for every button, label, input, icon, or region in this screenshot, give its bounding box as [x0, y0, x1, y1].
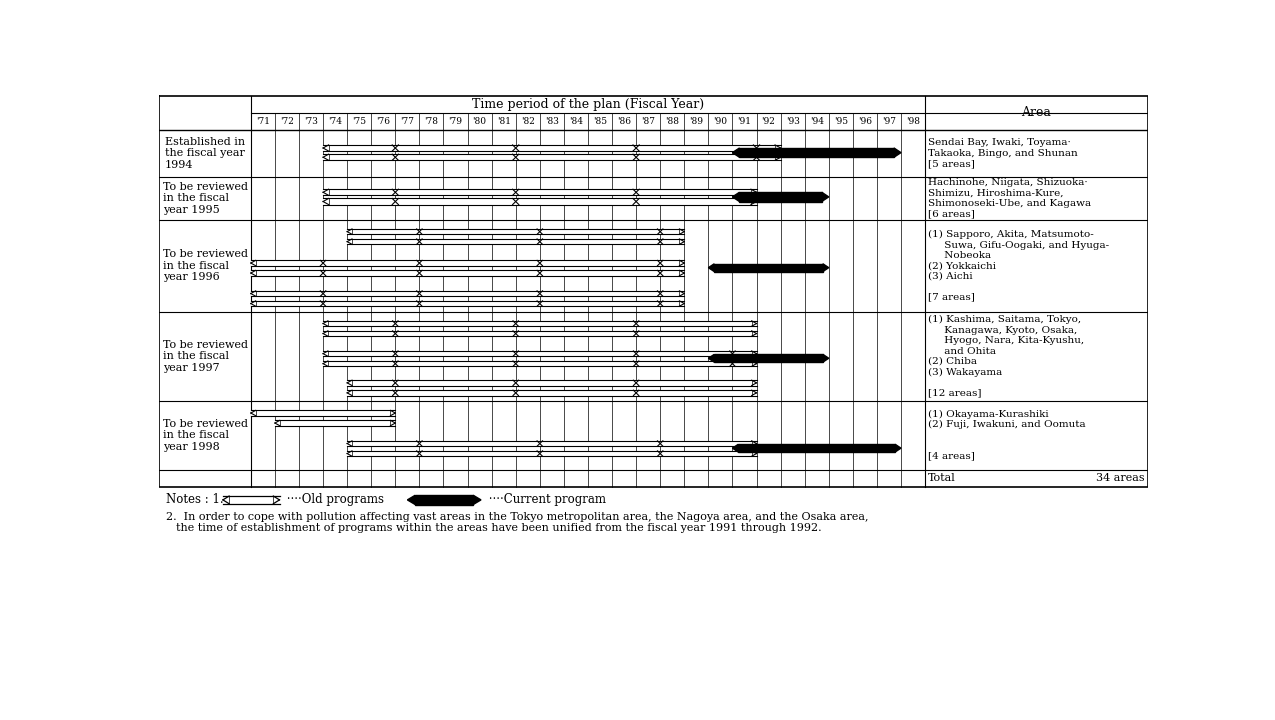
- Text: '88: '88: [666, 117, 680, 125]
- Bar: [323, 330, 756, 336]
- Bar: [275, 420, 395, 426]
- Text: '98: '98: [907, 117, 921, 125]
- Bar: [251, 270, 685, 276]
- Polygon shape: [732, 444, 738, 452]
- Text: Notes : 1.: Notes : 1.: [166, 493, 223, 506]
- Text: '85: '85: [593, 117, 607, 125]
- Text: ····Old programs: ····Old programs: [283, 493, 384, 506]
- Polygon shape: [822, 354, 829, 362]
- Bar: [251, 291, 685, 296]
- Text: '76: '76: [376, 117, 390, 125]
- Bar: [347, 239, 685, 244]
- Text: '77: '77: [400, 117, 414, 125]
- Bar: [740, 148, 894, 157]
- Bar: [323, 361, 756, 366]
- Text: '86: '86: [617, 117, 631, 125]
- Polygon shape: [709, 264, 714, 271]
- Text: '94: '94: [810, 117, 824, 125]
- Polygon shape: [473, 495, 481, 505]
- Bar: [323, 145, 780, 151]
- Text: 2.  In order to cope with pollution affecting vast areas in the Tokyo metropolit: 2. In order to cope with pollution affec…: [166, 512, 868, 522]
- Text: '83: '83: [544, 117, 558, 125]
- Text: (1) Sapporo, Akita, Matsumoto-
     Suwa, Gifu-Oogaki, and Hyuga-
     Nobeoka
(: (1) Sapporo, Akita, Matsumoto- Suwa, Gif…: [928, 230, 1109, 302]
- Text: Hachinohe, Niigata, Shizuoka·
Shimizu, Hiroshima-Kure,
Shimonoseki-Ube, and Kaga: Hachinohe, Niigata, Shizuoka· Shimizu, H…: [928, 179, 1091, 219]
- Text: Area: Area: [1021, 106, 1051, 119]
- Bar: [251, 410, 395, 415]
- Bar: [347, 451, 756, 456]
- Polygon shape: [822, 264, 829, 271]
- Polygon shape: [709, 354, 714, 362]
- Text: '71: '71: [256, 117, 270, 125]
- Text: To be reviewed
in the fiscal
year 1996: To be reviewed in the fiscal year 1996: [163, 249, 247, 282]
- Polygon shape: [895, 444, 901, 452]
- Text: '72: '72: [280, 117, 293, 125]
- Text: Established in
the fiscal year
1994: Established in the fiscal year 1994: [164, 137, 245, 170]
- Text: '81: '81: [497, 117, 511, 125]
- Bar: [714, 264, 822, 271]
- Bar: [714, 354, 822, 362]
- Text: '93: '93: [785, 117, 799, 125]
- Text: '91: '91: [737, 117, 751, 125]
- Bar: [251, 301, 685, 306]
- Bar: [347, 390, 756, 395]
- Bar: [347, 229, 685, 234]
- Text: '82: '82: [520, 117, 534, 125]
- Text: '92: '92: [761, 117, 775, 125]
- Bar: [416, 495, 473, 505]
- Bar: [323, 189, 756, 195]
- Polygon shape: [408, 495, 416, 505]
- Bar: [740, 192, 822, 202]
- Polygon shape: [732, 148, 739, 157]
- Bar: [223, 496, 279, 504]
- Text: '73: '73: [305, 117, 317, 125]
- Text: ····Current program: ····Current program: [484, 493, 606, 506]
- Bar: [323, 321, 756, 326]
- Polygon shape: [894, 148, 901, 157]
- Text: To be reviewed
in the fiscal
year 1998: To be reviewed in the fiscal year 1998: [163, 418, 247, 452]
- Bar: [347, 441, 756, 446]
- Text: 34 areas: 34 areas: [1095, 473, 1145, 483]
- Bar: [738, 444, 895, 452]
- Bar: [323, 351, 756, 356]
- Text: '78: '78: [425, 117, 439, 125]
- Text: Time period of the plan (Fiscal Year): Time period of the plan (Fiscal Year): [472, 98, 704, 111]
- Text: '95: '95: [834, 117, 848, 125]
- Text: the time of establishment of programs within the areas have been unified from th: the time of establishment of programs wi…: [176, 523, 822, 533]
- Text: Sendai Bay, Iwaki, Toyama·
Takaoka, Bingo, and Shunan
[5 areas]: Sendai Bay, Iwaki, Toyama· Takaoka, Bing…: [928, 138, 1077, 168]
- Bar: [323, 199, 756, 204]
- Text: '84: '84: [569, 117, 583, 125]
- Text: '74: '74: [328, 117, 342, 125]
- Polygon shape: [732, 192, 739, 202]
- Text: To be reviewed
in the fiscal
year 1995: To be reviewed in the fiscal year 1995: [163, 182, 247, 215]
- Text: '90: '90: [714, 117, 728, 125]
- Text: '87: '87: [641, 117, 655, 125]
- Text: (1) Okayama-Kurashiki
(2) Fuji, Iwakuni, and Oomuta


[4 areas]: (1) Okayama-Kurashiki (2) Fuji, Iwakuni,…: [928, 410, 1086, 461]
- Text: '89: '89: [690, 117, 704, 125]
- Text: '80: '80: [473, 117, 487, 125]
- Bar: [251, 261, 685, 266]
- Bar: [323, 154, 780, 161]
- Text: '75: '75: [352, 117, 366, 125]
- Text: (1) Kashima, Saitama, Tokyo,
     Kanagawa, Kyoto, Osaka,
     Hyogo, Nara, Kita: (1) Kashima, Saitama, Tokyo, Kanagawa, K…: [928, 315, 1084, 397]
- Text: '96: '96: [858, 117, 872, 125]
- Text: To be reviewed
in the fiscal
year 1997: To be reviewed in the fiscal year 1997: [163, 340, 247, 373]
- Polygon shape: [822, 192, 829, 202]
- Text: Total: Total: [928, 473, 956, 483]
- Bar: [347, 380, 756, 385]
- Text: '79: '79: [449, 117, 463, 125]
- Text: '97: '97: [882, 117, 896, 125]
